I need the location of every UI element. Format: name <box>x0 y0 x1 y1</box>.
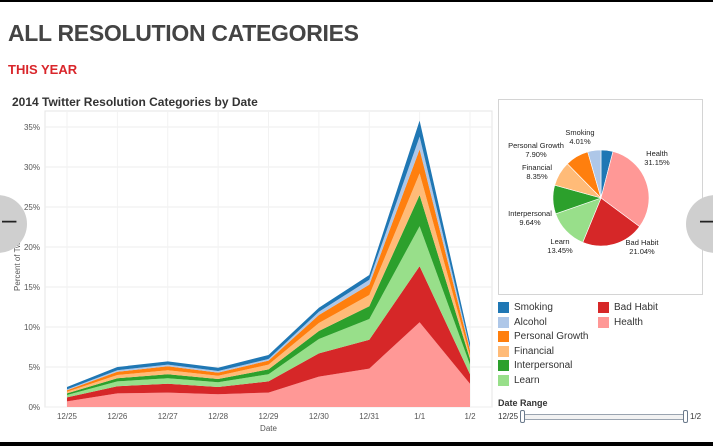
x-tick-label: 12/30 <box>309 412 330 421</box>
date-range-start-handle[interactable] <box>520 410 525 423</box>
legend-swatch <box>498 360 509 371</box>
minus-icon: – <box>700 204 713 234</box>
x-axis-label: Date <box>260 424 277 433</box>
x-tick-label: 12/27 <box>158 412 179 421</box>
x-tick-label: 12/29 <box>258 412 279 421</box>
y-tick-label: 35% <box>24 123 40 132</box>
y-tick-label: 30% <box>24 163 40 172</box>
legend-label: Learn <box>514 374 540 386</box>
date-range-end-handle[interactable] <box>683 410 688 423</box>
pie-chart-panel <box>498 99 703 295</box>
date-range-slider[interactable] <box>523 414 686 420</box>
x-tick-label: 12/28 <box>208 412 229 421</box>
area-chart-title: 2014 Twitter Resolution Categories by Da… <box>12 95 258 109</box>
category-legend: Smoking Bad Habit Alcohol Health Personal Gr… <box>498 301 703 389</box>
y-axis-label: Percent of Tweets <box>13 227 22 291</box>
legend-swatch <box>598 316 609 328</box>
legend-swatch <box>498 316 509 328</box>
legend-label: Interpersonal <box>514 360 573 371</box>
y-tick-label: 0% <box>28 403 40 412</box>
minus-icon: – <box>2 204 17 234</box>
legend-label: Alcohol <box>514 316 547 328</box>
legend-label: Health <box>614 316 643 328</box>
legend-swatch <box>498 302 509 313</box>
x-tick-label: 1/1 <box>414 412 426 421</box>
page-title: ALL RESOLUTION CATEGORIES <box>8 20 359 46</box>
legend-label: Bad Habit <box>614 302 658 313</box>
x-tick-label: 12/25 <box>57 412 78 421</box>
date-range-end-label: 1/2 <box>690 412 702 421</box>
y-tick-label: 5% <box>28 363 40 372</box>
y-tick-label: 10% <box>24 323 40 332</box>
y-tick-label: 25% <box>24 203 40 212</box>
legend-label: Smoking <box>514 302 553 313</box>
area-series-bad-habit <box>67 266 470 402</box>
x-tick-label: 1/2 <box>464 412 476 421</box>
date-range-start-label: 12/25 <box>498 412 519 421</box>
legend-swatch <box>498 374 509 386</box>
legend-swatch <box>598 302 609 313</box>
x-tick-label: 12/31 <box>359 412 380 421</box>
legend-swatch <box>498 345 509 357</box>
area-series-health <box>67 322 470 407</box>
legend-swatch <box>498 331 509 342</box>
x-tick-label: 12/26 <box>107 412 128 421</box>
date-range-title: Date Range <box>498 398 548 408</box>
legend-label: Personal Growth <box>514 331 589 342</box>
y-tick-label: 15% <box>24 283 40 292</box>
y-tick-label: 20% <box>24 243 40 252</box>
page-subtitle: THIS YEAR <box>8 62 78 77</box>
legend-label: Financial <box>514 345 555 357</box>
